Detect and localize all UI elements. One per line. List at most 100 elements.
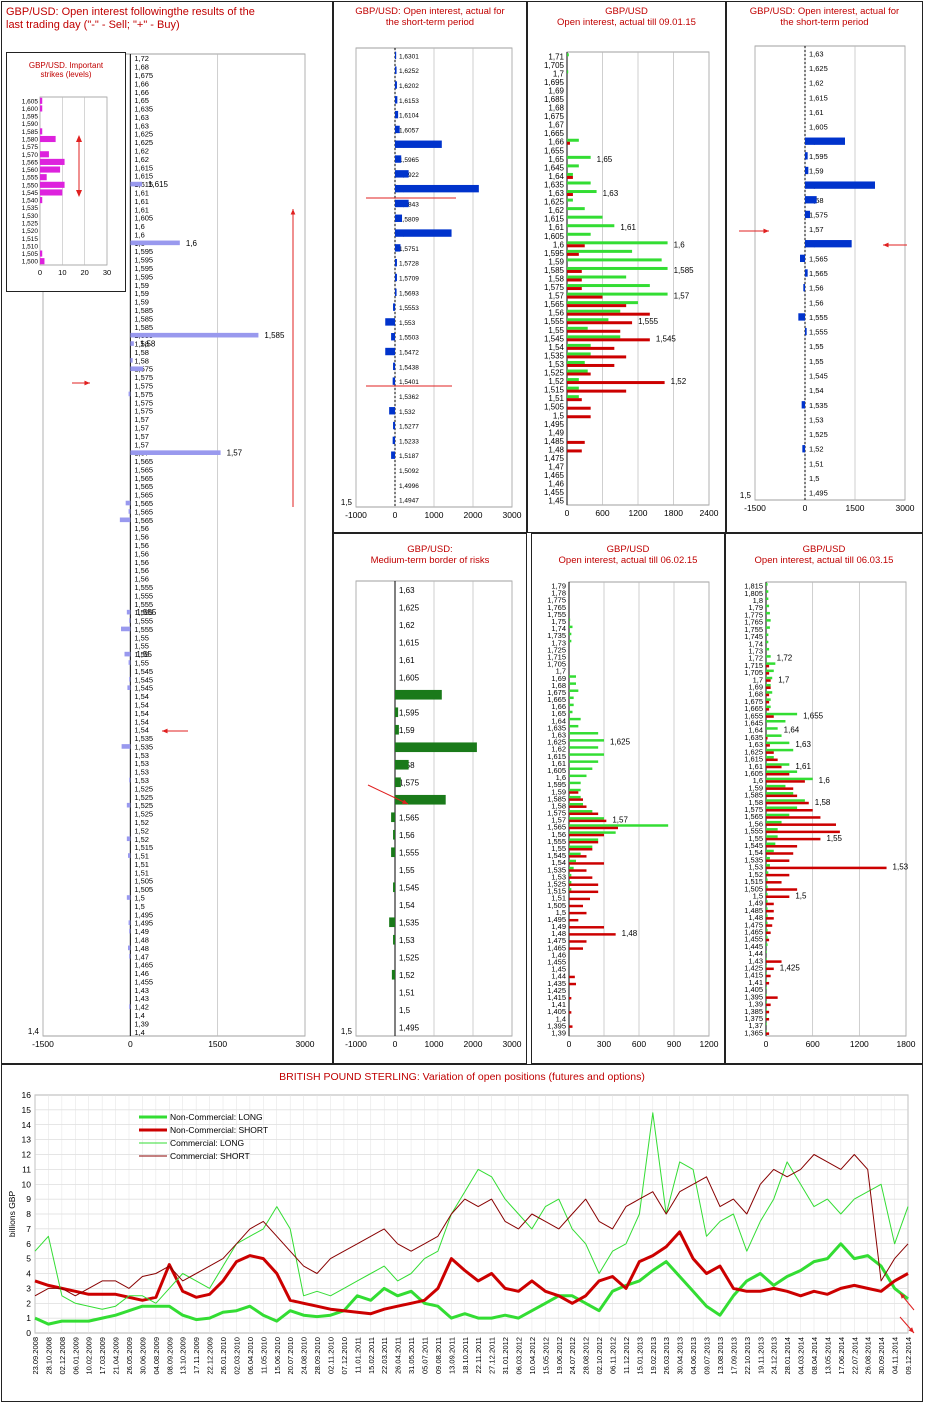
category-label: 1,595 (134, 272, 153, 281)
x-tick-label: 24.08.2010 (300, 1337, 309, 1375)
category-label: 1,655 (744, 711, 763, 720)
bar-short (567, 355, 627, 359)
bar-long (766, 943, 768, 946)
x-tick-label: 28.10.2008 (44, 1337, 53, 1375)
bar (805, 152, 808, 160)
red-trend-arrow-head (908, 1327, 914, 1333)
bar-short (569, 798, 583, 801)
category-label: 1,485 (744, 906, 763, 915)
category-label: 1,435 (547, 979, 566, 988)
bar (391, 333, 395, 341)
x-tick-label: 1200 (700, 1039, 719, 1049)
category-label: 1,505 (134, 885, 153, 894)
category-label: 1,625 (134, 138, 153, 147)
category-label: 1,715 (547, 652, 566, 661)
legend-label: Commercial: LONG (170, 1138, 244, 1148)
category-label: 1,565 (134, 474, 153, 483)
x-tick-label: 30.04.2013 (676, 1337, 685, 1375)
x-tick-label: 11.01.2011 (353, 1337, 362, 1373)
bar (129, 1004, 131, 1009)
bar-long (567, 232, 591, 236)
bar (385, 347, 395, 356)
x-tick-label: 1500 (208, 1039, 227, 1049)
inset-category-label: 1,555 (22, 175, 39, 182)
x-tick-label: 15.01.2013 (635, 1337, 644, 1375)
category-label: 1,5092 (399, 468, 419, 475)
category-label: 1,495 (134, 910, 153, 919)
bar-short (569, 869, 587, 872)
bar-short (567, 287, 582, 291)
bar-long (766, 878, 768, 882)
inset-category-label: 1,595 (22, 114, 39, 121)
bar-long (766, 1008, 767, 1011)
x-tick-label: 26.04.2011 (394, 1337, 403, 1374)
category-label: 1,565 (134, 482, 153, 491)
bar-long (567, 258, 662, 262)
category-label: 1,565 (544, 300, 565, 309)
category-label: 1,405 (744, 985, 763, 994)
category-label: 1,525 (134, 784, 153, 793)
bar-long (766, 828, 778, 831)
value-label: 1,6 (674, 240, 686, 249)
category-label: 1,695 (544, 78, 565, 87)
category-label: 1,57 (134, 423, 149, 432)
bar-short (766, 672, 770, 675)
bar-short (569, 819, 607, 823)
bar-long (569, 710, 573, 714)
category-label: 1,41 (748, 978, 763, 987)
bar-long (567, 309, 621, 313)
bar-long (569, 873, 572, 877)
bar (385, 318, 395, 326)
chart-title-p7: GBP/USD Open interest, actual till 06.03… (754, 544, 894, 566)
inset-category-label: 1,540 (22, 198, 39, 205)
bar-long (766, 842, 776, 846)
x-tick-label: 13.08.2013 (716, 1337, 725, 1375)
bar (798, 313, 805, 321)
category-label: 1,475 (544, 454, 565, 463)
category-label: 1,735 (547, 631, 566, 640)
bar-long (766, 921, 768, 925)
bar (391, 451, 395, 459)
axis-min-label: 1,5 (341, 498, 353, 507)
category-label: 1,5438 (399, 364, 419, 371)
category-label: 1,715 (744, 661, 763, 670)
category-label: 1,615 (544, 215, 565, 224)
panel-p1: GBP/USD: Open interest followingthe resu… (1, 1, 333, 1064)
value-label: 1,655 (803, 711, 824, 720)
bar-long (766, 611, 770, 615)
category-label: 1,5693 (399, 290, 419, 297)
x-tick-label: 10.04.2012 (528, 1337, 537, 1375)
bar-short (766, 996, 778, 999)
category-label: 1,655 (544, 146, 565, 155)
bar-long (567, 318, 609, 322)
category-label: 1,565 (399, 813, 420, 822)
bar-long (569, 767, 593, 770)
bar-long (569, 852, 581, 856)
category-label: 1,535 (134, 742, 153, 751)
inset-category-label: 1,585 (22, 129, 39, 136)
bar-long (766, 683, 771, 687)
category-label: 1,53 (134, 751, 149, 760)
chart-p5: -1000 0 1000 2000 3000 1,63 1,625 1,62 1,615 1,61… (341, 580, 522, 1049)
category-label: 1,6 (134, 222, 144, 231)
bar-short (766, 917, 774, 920)
bar-short (766, 967, 774, 971)
value-label: 1,48 (622, 929, 638, 938)
bar (805, 166, 809, 175)
category-label: 1,5728 (399, 261, 419, 268)
category-label: 1,5 (553, 411, 565, 420)
red-trend-arrow-head (290, 209, 296, 215)
category-label: 1,455 (134, 977, 153, 986)
category-label: 1,58 (134, 340, 149, 349)
category-label: 1,58 (134, 356, 149, 365)
bar-long (766, 885, 768, 889)
bar-long (766, 799, 805, 802)
x-tick-label: 02.03.2010 (232, 1337, 241, 1375)
category-label: 1,455 (744, 935, 763, 944)
category-label: 1,55 (551, 844, 566, 853)
red-pointer-arrow-head (162, 728, 168, 734)
category-label: 1,72 (748, 654, 763, 663)
category-label: 1,5 (753, 891, 763, 900)
category-label: 1,575 (134, 407, 153, 416)
bar-long (569, 859, 576, 863)
